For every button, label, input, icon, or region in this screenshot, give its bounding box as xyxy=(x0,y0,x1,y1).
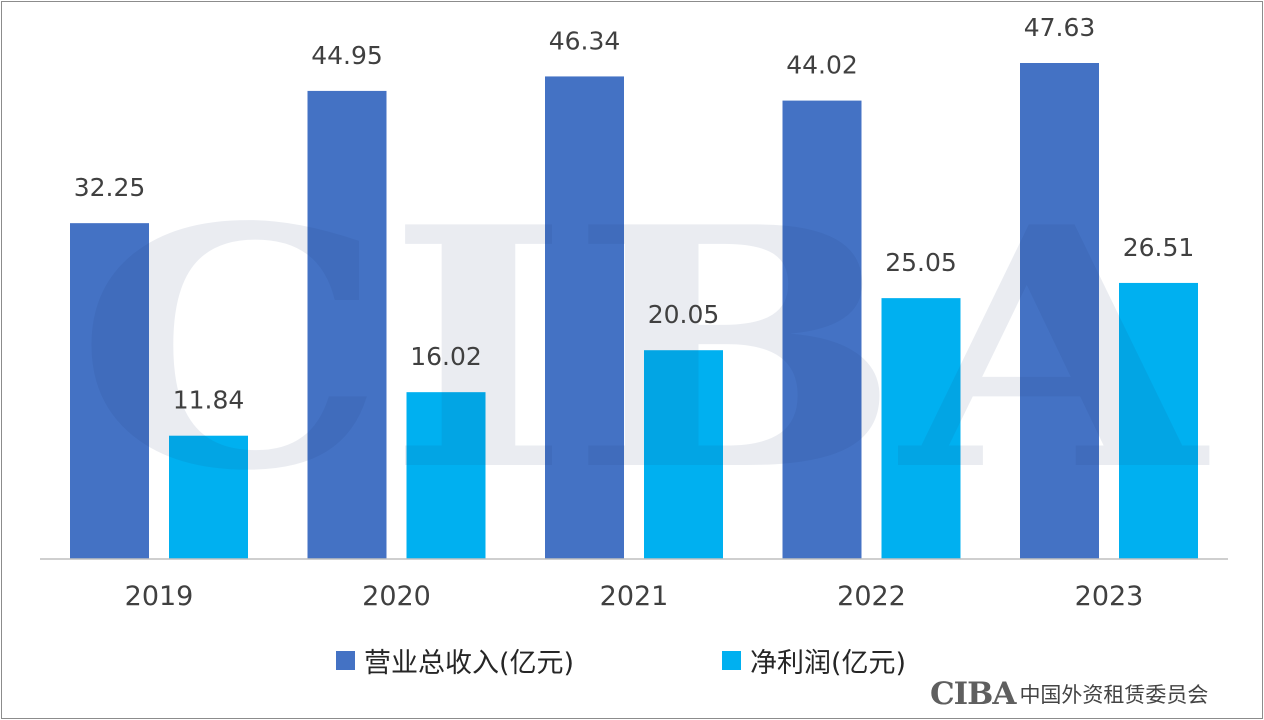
bar-net-profit-2023 xyxy=(1119,282,1198,559)
bar-revenue-2023 xyxy=(1020,63,1099,559)
bar-revenue-2020 xyxy=(307,90,387,560)
data-label-revenue-2019: 32.25 xyxy=(74,173,146,202)
data-label-net-profit-2023: 26.51 xyxy=(1123,233,1195,262)
legend-swatch-revenue xyxy=(336,650,355,670)
bars-layer xyxy=(70,63,1198,560)
data-label-revenue-2022: 44.02 xyxy=(786,51,858,80)
bar-revenue-2019 xyxy=(70,223,149,559)
data-label-net-profit-2022: 25.05 xyxy=(885,248,957,277)
watermark-text: CIBA xyxy=(75,155,1213,543)
x-tick-label-2019: 2019 xyxy=(125,581,194,612)
x-tick-label-2021: 2021 xyxy=(600,581,669,612)
data-label-net-profit-2019: 11.84 xyxy=(173,386,245,415)
data-label-revenue-2021: 46.34 xyxy=(549,26,621,55)
logo-org-name: 中国外资租赁委员会 xyxy=(1019,683,1209,707)
logo: CIBA 中国外资租赁委员会 xyxy=(930,674,1208,714)
data-label-net-profit-2020: 16.02 xyxy=(410,342,482,371)
watermark: CIBA xyxy=(75,155,1213,543)
legend: 营业总收入(亿元) 净利润(亿元) xyxy=(0,640,1264,680)
labels-layer: 32.25 11.84 2019 44.95 16.02 2020 46.34 20.05 20… xyxy=(74,13,1195,612)
x-tick-label-2020: 2020 xyxy=(362,581,431,612)
legend-item-revenue: 营业总收入(亿元) xyxy=(336,640,574,680)
bar-net-profit-2021 xyxy=(644,350,723,559)
legend-item-net-profit: 净利润(亿元) xyxy=(722,640,906,680)
bar-revenue-2022 xyxy=(782,100,862,560)
data-label-revenue-2020: 44.95 xyxy=(311,41,383,70)
bar-net-profit-2022 xyxy=(881,298,961,559)
legend-label-revenue: 营业总收入(亿元) xyxy=(364,647,575,679)
data-label-revenue-2023: 47.63 xyxy=(1024,13,1096,42)
bar-net-profit-2020 xyxy=(406,392,486,559)
legend-label-net-profit: 净利润(亿元) xyxy=(750,647,907,679)
bar-revenue-2021 xyxy=(545,76,624,560)
bar-net-profit-2019 xyxy=(169,435,248,559)
logo-mark: CIBA xyxy=(930,676,1016,712)
x-tick-label-2022: 2022 xyxy=(837,581,906,612)
data-label-net-profit-2021: 20.05 xyxy=(648,300,720,329)
x-tick-label-2023: 2023 xyxy=(1075,581,1144,612)
legend-swatch-net-profit xyxy=(722,650,741,670)
